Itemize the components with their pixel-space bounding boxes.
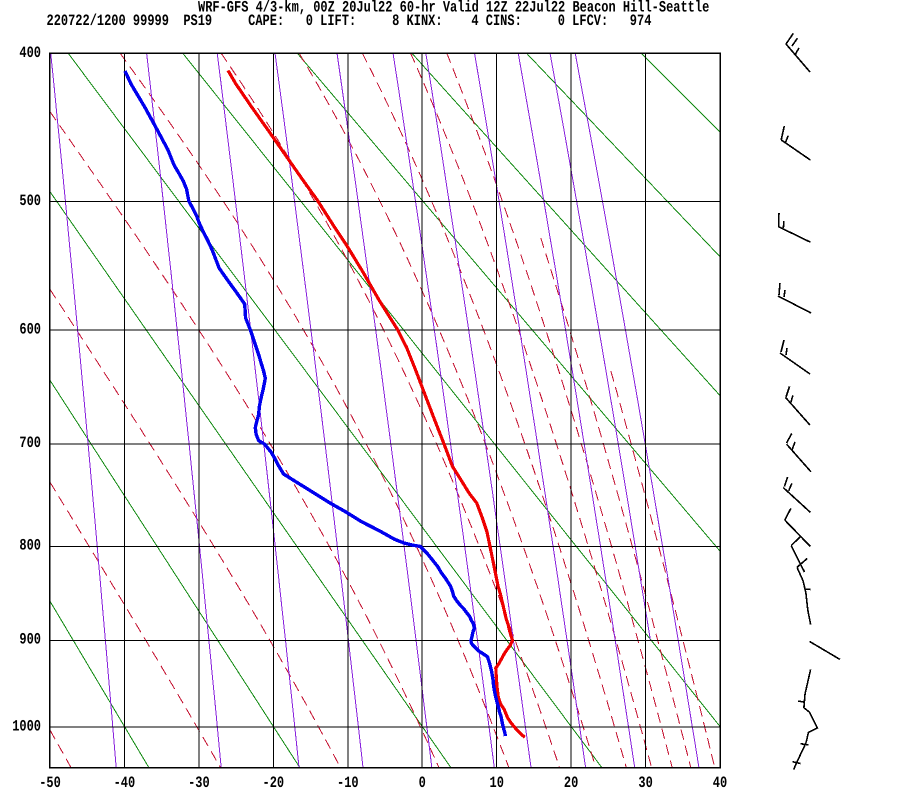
svg-text:400: 400 — [19, 44, 41, 62]
svg-text:1000: 1000 — [12, 717, 41, 735]
svg-text:-40: -40 — [114, 774, 136, 792]
svg-text:-50: -50 — [39, 774, 61, 792]
svg-text:-20: -20 — [262, 774, 284, 792]
svg-text:-30: -30 — [188, 774, 210, 792]
svg-text:600: 600 — [19, 320, 41, 338]
svg-text:0: 0 — [419, 774, 426, 792]
svg-text:700: 700 — [19, 434, 41, 452]
svg-text:500: 500 — [19, 192, 41, 210]
svg-text:900: 900 — [19, 630, 41, 648]
svg-text:WRF-GFS 4/3-km, 00Z 20Jul22 60: WRF-GFS 4/3-km, 00Z 20Jul22 60-hr Valid … — [198, 0, 709, 17]
svg-text:20: 20 — [564, 774, 578, 792]
svg-text:40: 40 — [713, 774, 727, 792]
svg-text:10: 10 — [489, 774, 503, 792]
svg-text:30: 30 — [638, 774, 652, 792]
svg-text:-10: -10 — [337, 774, 359, 792]
svg-text:800: 800 — [19, 537, 41, 555]
svg-text:220722/1200 99999 PS19 CA: 220722/1200 99999 PS19 CAPE: 0 LIFT: 8 K… — [47, 12, 652, 30]
